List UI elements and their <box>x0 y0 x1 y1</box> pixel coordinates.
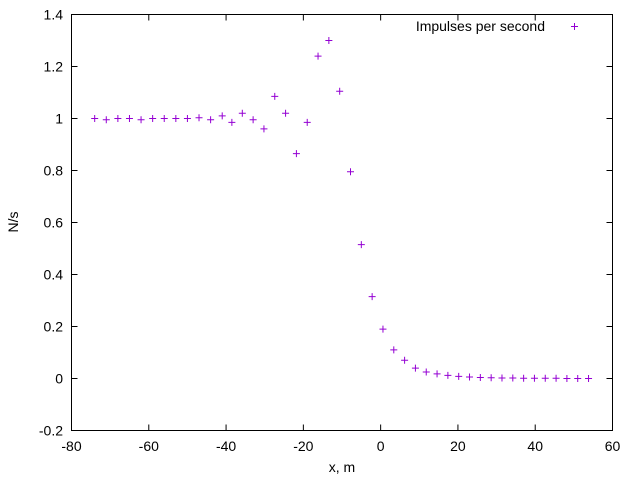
data-point <box>114 115 122 122</box>
data-point <box>125 115 133 122</box>
data-point <box>520 374 528 382</box>
data-point <box>401 356 409 364</box>
data-point <box>574 375 582 382</box>
y-tick-label: 0.2 <box>44 319 64 335</box>
data-point <box>368 293 376 301</box>
y-tick-label: 0 <box>55 371 63 387</box>
legend: Impulses per second <box>416 18 578 34</box>
data-point <box>563 375 571 382</box>
data-point <box>102 116 110 124</box>
data-point <box>509 374 517 382</box>
data-point <box>336 87 344 95</box>
legend-marker-symbol <box>571 23 578 30</box>
data-point <box>466 373 474 381</box>
data-point <box>585 375 593 382</box>
data-point <box>541 374 549 382</box>
y-tick-label: 1 <box>55 111 63 127</box>
data-point <box>172 115 180 122</box>
y-tick-label: 0.8 <box>44 163 64 179</box>
x-tick-label: -80 <box>61 438 81 454</box>
data-point <box>249 116 257 124</box>
data-point <box>292 150 300 158</box>
data-points <box>91 37 593 382</box>
data-point <box>228 118 236 126</box>
data-point <box>530 374 538 382</box>
data-point <box>433 370 441 378</box>
x-axis-label: x, m <box>329 459 355 475</box>
data-point <box>422 368 430 376</box>
data-point <box>476 373 484 381</box>
data-point <box>207 116 215 124</box>
data-point <box>347 168 355 176</box>
x-tick-label: 0 <box>377 438 385 454</box>
data-point <box>149 115 157 122</box>
data-point <box>271 92 279 100</box>
data-point <box>260 125 268 133</box>
y-tick-label: 1.2 <box>44 59 64 75</box>
data-point <box>195 114 203 122</box>
y-tick-label: 0.4 <box>44 267 64 283</box>
data-point <box>487 374 495 382</box>
data-point <box>357 241 365 249</box>
data-point <box>183 115 191 122</box>
x-tick-label: 60 <box>605 438 621 454</box>
data-point <box>455 372 463 380</box>
data-point <box>411 364 419 372</box>
legend-label: Impulses per second <box>416 18 545 34</box>
data-point <box>552 374 560 382</box>
x-tick-label: 20 <box>450 438 466 454</box>
data-point <box>444 371 452 379</box>
data-point <box>160 115 168 122</box>
legend-marker <box>571 23 578 30</box>
plot-border <box>71 14 613 431</box>
data-point <box>238 109 246 117</box>
data-point <box>303 118 311 126</box>
x-tick-label: -60 <box>139 438 159 454</box>
data-point <box>390 346 398 354</box>
x-tick-label: -20 <box>293 438 313 454</box>
y-tick-label: -0.2 <box>39 423 63 439</box>
y-tick-label: 0.6 <box>44 215 64 231</box>
y-tick-label: 1.4 <box>44 7 64 23</box>
data-point <box>325 37 333 44</box>
x-tick-label: -40 <box>216 438 236 454</box>
data-point <box>91 115 99 122</box>
data-point <box>379 325 387 333</box>
data-point <box>314 52 322 60</box>
y-axis-label: N/s <box>5 212 21 233</box>
data-point <box>282 109 290 117</box>
data-point <box>137 116 145 124</box>
axis-ticks: -80 -60 -40 -20 0 20 40 60 -0.2 0 0.2 0.4 0.6 0.8 1 1.2… <box>39 7 621 455</box>
data-point <box>218 112 226 120</box>
data-point <box>498 374 506 382</box>
x-tick-label: 40 <box>527 438 543 454</box>
